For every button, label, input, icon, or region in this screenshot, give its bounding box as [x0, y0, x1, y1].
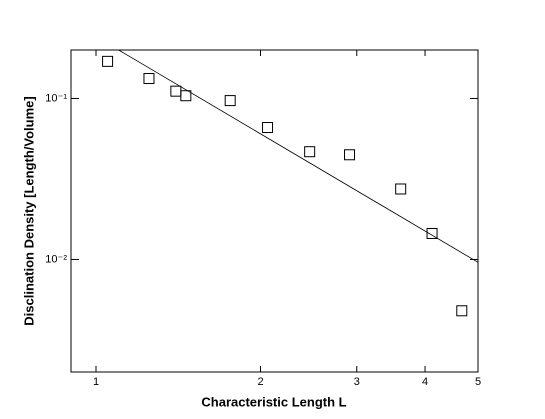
plot-frame: [70, 49, 479, 373]
marker: [426, 227, 438, 239]
marker: [456, 305, 468, 317]
x-tick-label: 3: [354, 376, 360, 388]
marker: [143, 73, 155, 85]
x-tick-label: 1: [93, 376, 99, 388]
marker: [304, 146, 316, 158]
marker: [102, 55, 114, 67]
marker: [262, 122, 274, 134]
x-tick-label: 4: [422, 376, 428, 388]
marker: [170, 85, 182, 97]
marker: [180, 90, 192, 102]
marker: [395, 183, 407, 195]
x-axis-title: Characteristic Length L: [201, 394, 346, 409]
x-tick-label: 5: [475, 376, 481, 388]
y-tick-label: 10⁻¹: [45, 92, 67, 104]
fit-line: [118, 49, 479, 263]
y-axis-title: Disclination Density [Length/Volume]: [21, 96, 36, 325]
y-tick-label: 10⁻²: [45, 253, 67, 265]
marker: [224, 95, 236, 107]
x-tick-label: 2: [257, 376, 263, 388]
marker: [344, 149, 356, 161]
